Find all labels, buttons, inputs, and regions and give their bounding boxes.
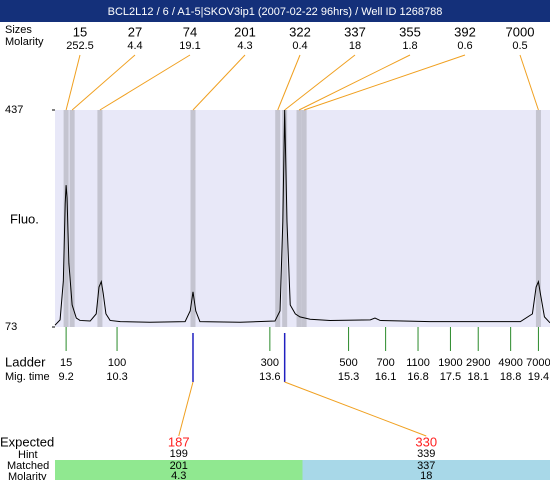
expected-size: 330: [415, 434, 437, 449]
leader-line: [99, 54, 191, 111]
peak-band: [97, 110, 103, 327]
ladder-label: Ladder: [5, 354, 46, 369]
matched-size: 201: [170, 460, 188, 472]
peak-molarity: 4.4: [127, 40, 142, 52]
matched-molarity: 4.3: [171, 470, 186, 480]
ladder-time: 16.8: [407, 371, 428, 383]
peak-band: [296, 110, 302, 327]
molarity-label: Molarity: [5, 36, 44, 48]
peak-size: 392: [454, 24, 476, 39]
ladder-size: 1900: [438, 357, 462, 369]
peak-band: [282, 110, 288, 327]
peak-molarity: 0.5: [512, 40, 527, 52]
hint-label: Hint: [18, 449, 38, 461]
ladder-size: 4900: [498, 357, 522, 369]
peak-size: 27: [128, 24, 142, 39]
leader-line: [284, 54, 356, 111]
leader-line: [277, 54, 301, 111]
ladder-size: 500: [339, 357, 357, 369]
mig-time-label: Mig. time: [5, 371, 50, 383]
matched-band: [302, 460, 550, 480]
peak-size: 322: [289, 24, 311, 39]
expected-leader: [284, 381, 427, 437]
leader-line: [519, 54, 539, 111]
peak-molarity: 4.3: [237, 40, 252, 52]
ladder-size: 1100: [406, 357, 430, 369]
y-tick-label: 73: [5, 321, 17, 333]
peak-size: 337: [344, 24, 366, 39]
ladder-time: 15.3: [338, 371, 359, 383]
ladder-time: 18.8: [500, 371, 521, 383]
ladder-time: 9.2: [58, 371, 73, 383]
title: BCL2L12 / 6 / A1-5|SKOV3ip1 (2007-02-22 …: [108, 6, 443, 18]
sizes-label: Sizes: [5, 24, 32, 36]
peak-band: [69, 110, 75, 327]
peak-size: 201: [234, 24, 256, 39]
molarity-row-label: Molarity: [8, 471, 47, 480]
peak-molarity: 252.5: [66, 40, 94, 52]
ladder-time: 10.3: [106, 371, 127, 383]
expected-size: 187: [168, 434, 190, 449]
peak-size: 15: [73, 24, 87, 39]
peak-molarity: 18: [349, 40, 361, 52]
matched-band: [55, 460, 303, 480]
peak-band: [63, 110, 69, 327]
y-axis-label: Fluo.: [10, 211, 39, 226]
peak-band: [275, 110, 281, 327]
matched-size: 337: [417, 460, 435, 472]
ladder-size: 7000: [526, 357, 550, 369]
ladder-time: 16.1: [375, 371, 396, 383]
peak-band: [535, 110, 541, 327]
peak-size: 7000: [506, 24, 535, 39]
leader-line: [303, 54, 466, 111]
y-tick-label: 437: [5, 104, 23, 116]
trace: [54, 109, 550, 326]
peak-size: 74: [183, 24, 197, 39]
expected-label: Expected: [0, 434, 54, 449]
hint-size: 199: [170, 448, 188, 460]
leader-line: [65, 54, 81, 111]
ladder-time: 17.5: [440, 371, 461, 383]
ladder-size: 300: [261, 357, 279, 369]
ladder-time: 13.6: [259, 371, 280, 383]
leader-line: [71, 54, 136, 111]
ladder-size: 2900: [466, 357, 490, 369]
matched-molarity: 18: [420, 470, 432, 480]
peak-band: [190, 110, 196, 327]
leader-line: [298, 54, 411, 111]
hint-size: 339: [417, 448, 435, 460]
peak-molarity: 0.4: [292, 40, 307, 52]
peak-molarity: 1.8: [402, 40, 417, 52]
ladder-size: 15: [60, 357, 72, 369]
peak-molarity: 19.1: [179, 40, 200, 52]
ladder-time: 18.1: [468, 371, 489, 383]
title-bar: [0, 0, 550, 22]
peak-band: [301, 110, 307, 327]
matched-label: Matched: [7, 460, 49, 472]
ladder-size: 700: [376, 357, 394, 369]
ladder-size: 100: [108, 357, 126, 369]
peak-size: 355: [399, 24, 421, 39]
expected-leader: [178, 381, 194, 437]
peak-molarity: 0.6: [457, 40, 472, 52]
ladder-time: 19.4: [528, 371, 549, 383]
leader-line: [192, 54, 246, 111]
